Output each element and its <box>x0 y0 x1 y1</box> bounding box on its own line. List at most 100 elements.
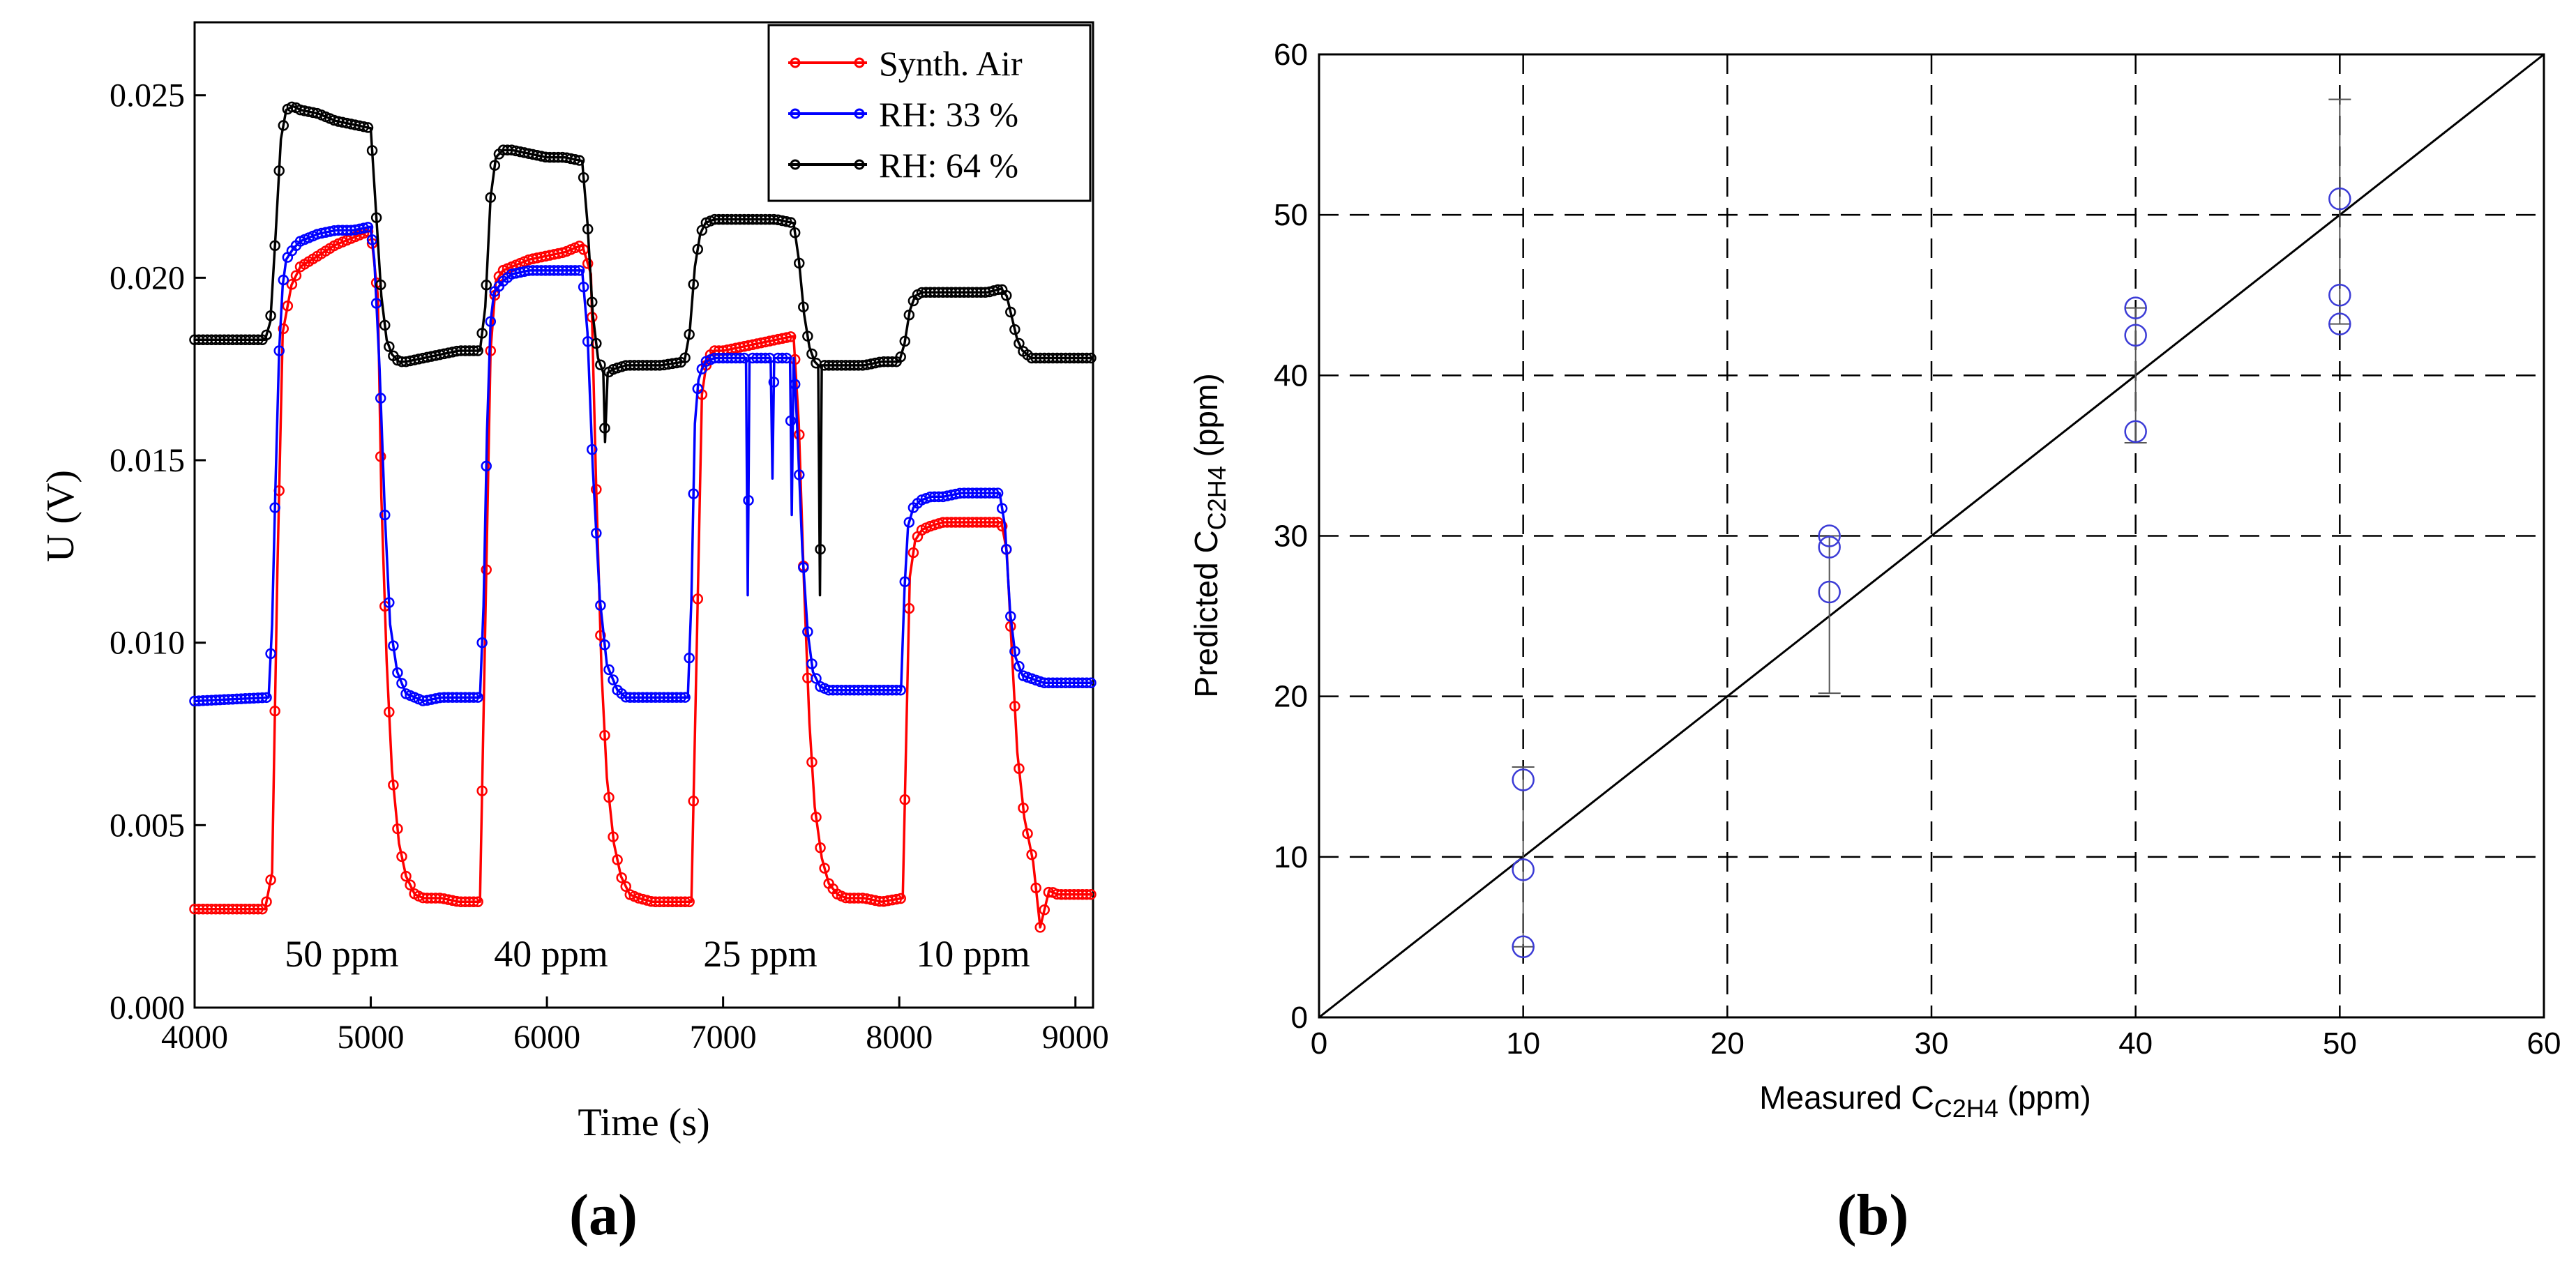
data-point-rh64 <box>1000 290 1012 301</box>
panel-a-xlabel: Time (s) <box>578 1101 709 1144</box>
data-point-synth-air <box>1022 828 1033 840</box>
legend-marker-rh64 <box>854 159 865 170</box>
data-point-synth-air <box>608 831 619 842</box>
legend-label-rh33: RH: 33 % <box>879 95 1018 134</box>
error-bar <box>1818 535 1841 695</box>
data-point-rh33 <box>269 502 280 513</box>
data-point-rh64 <box>1005 306 1016 318</box>
data-point-rh33 <box>476 637 488 648</box>
data-point-rh64 <box>887 356 898 367</box>
data-point-rh64 <box>895 351 906 363</box>
data-point-rh64 <box>362 122 374 133</box>
y-tick-label: 0.005 <box>110 807 185 844</box>
data-point-rh64 <box>1085 352 1097 364</box>
data-point-rh33 <box>988 487 1000 499</box>
y-tick-label: 0.025 <box>110 77 185 114</box>
panel-b-ylabel: Predicted CC2H4 (ppm) <box>1188 373 1231 697</box>
data-point-synth-air <box>582 258 594 269</box>
x-tick-label: 0 <box>1311 1026 1327 1061</box>
annotation-10ppm: 10 ppm <box>916 933 1030 975</box>
data-point-rh33 <box>1000 543 1012 555</box>
data-point-rh33 <box>608 674 619 685</box>
data-point-rh33 <box>379 509 391 521</box>
data-point-rh33 <box>468 692 479 703</box>
data-point-rh64 <box>375 279 386 291</box>
y-tick-label: 30 <box>1274 519 1308 554</box>
data-point-rh64 <box>684 328 695 340</box>
data-point-rh33 <box>996 503 1008 514</box>
data-point-synth-air <box>476 785 488 796</box>
scatter-point <box>2124 324 2147 347</box>
data-point-rh64 <box>1081 352 1092 364</box>
data-point-synth-air <box>781 332 792 343</box>
data-point-rh33 <box>261 692 272 704</box>
data-point-rh33 <box>811 673 822 684</box>
data-point-synth-air <box>1039 904 1050 916</box>
data-point-synth-air <box>278 323 289 335</box>
data-point-rh64 <box>481 280 492 291</box>
data-point-rh64 <box>679 352 691 363</box>
data-point-synth-air <box>290 270 302 281</box>
data-point-rh33 <box>392 667 403 678</box>
data-point-rh33 <box>1014 660 1025 672</box>
data-point-rh64 <box>806 348 818 360</box>
y-tick-label: 0 <box>1291 1001 1308 1035</box>
legend-marker-rh33 <box>790 108 801 119</box>
data-point-synth-air <box>819 863 830 874</box>
data-point-rh33 <box>481 460 492 472</box>
legend-entry-synth-air: Synth. Air <box>788 44 1023 83</box>
data-point-synth-air <box>612 854 623 865</box>
data-point-rh33 <box>396 678 407 689</box>
data-point-synth-air <box>603 791 615 803</box>
data-point-synth-air <box>620 881 631 893</box>
scatter-point <box>2328 187 2351 211</box>
data-point-synth-air <box>806 757 818 768</box>
x-tick-label: 5000 <box>338 1019 405 1056</box>
data-point-rh64 <box>781 215 792 227</box>
data-point-rh33 <box>273 345 285 356</box>
x-tick-label: 30 <box>1915 1026 1949 1061</box>
data-point-synth-air <box>793 429 805 441</box>
data-point-rh33 <box>472 692 483 703</box>
data-point-synth-air <box>282 300 294 312</box>
x-tick-label: 6000 <box>513 1019 580 1056</box>
data-point-rh64 <box>599 423 610 434</box>
panel-a-legend: Synth. Air RH: 33 % RH: 64 % <box>767 24 1092 202</box>
data-point-rh33 <box>1081 677 1092 688</box>
data-point-rh33 <box>735 352 746 364</box>
data-point-rh33 <box>278 274 289 286</box>
legend-marker-synth-air <box>854 57 865 68</box>
scatter-point <box>1818 536 1841 559</box>
data-point-rh33 <box>895 684 906 696</box>
data-point-synth-air <box>684 896 695 907</box>
legend-marker-rh64 <box>790 159 801 170</box>
scatter-point <box>1512 935 1535 958</box>
data-point-synth-air <box>1085 889 1097 900</box>
panel-a-line-chart: 4000 5000 6000 7000 8000 9000 0.000 0.005 0.010 0… <box>39 21 1109 1247</box>
scatter-point <box>1818 580 1841 604</box>
data-point-rh64 <box>793 257 805 269</box>
annotation-50ppm: 50 ppm <box>285 933 399 975</box>
data-point-rh64 <box>802 331 813 342</box>
data-point-synth-air <box>253 903 264 915</box>
data-point-rh33 <box>569 265 581 276</box>
legend-marker-rh33 <box>854 108 865 119</box>
data-point-rh64 <box>366 145 378 156</box>
data-point-synth-air <box>286 279 298 290</box>
data-point-rh64 <box>688 279 699 290</box>
data-point-rh64 <box>278 120 289 131</box>
data-point-rh33 <box>798 562 809 573</box>
x-tick-label: 40 <box>2118 1026 2153 1061</box>
data-point-rh33 <box>891 684 902 696</box>
data-point-rh64 <box>370 212 382 223</box>
scatter-point <box>2124 296 2147 319</box>
x-tick-label: 60 <box>2527 1026 2561 1061</box>
data-point-rh64 <box>476 328 488 339</box>
series-rh33 <box>189 222 1097 707</box>
data-point-synth-air <box>899 794 911 805</box>
data-point-synth-air <box>811 812 822 823</box>
data-point-synth-air <box>261 896 272 907</box>
x-tick-label: 10 <box>1506 1026 1540 1061</box>
data-point-rh33 <box>743 494 754 506</box>
